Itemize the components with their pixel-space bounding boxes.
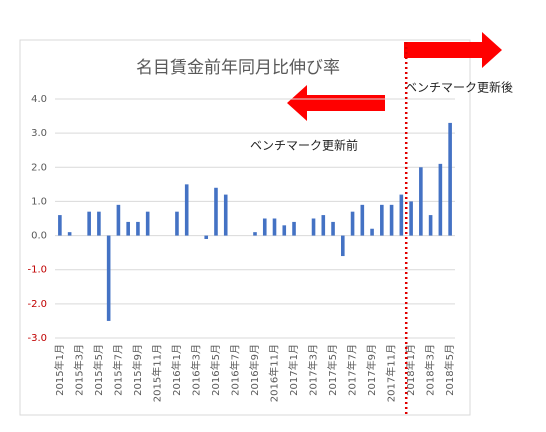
annotation: ベンチマーク更新前 <box>250 138 358 153</box>
bar <box>331 221 335 236</box>
x-tick-label: 2017年3月 <box>307 344 320 396</box>
x-tick-label: 2018年5月 <box>443 344 456 396</box>
bar <box>350 211 355 236</box>
bar <box>97 211 101 236</box>
bar <box>282 225 287 236</box>
y-tick-label: -2.0 <box>27 299 47 310</box>
x-tick-label: 2015年1月 <box>53 344 66 396</box>
y-tick-label: 0.0 <box>31 231 47 242</box>
x-tick-label: 2017年7月 <box>346 344 359 396</box>
bar <box>136 221 140 236</box>
bar <box>272 218 277 236</box>
bar <box>389 204 394 236</box>
x-tick-label: 2016年5月 <box>209 344 222 396</box>
bar <box>214 187 218 236</box>
bar <box>58 215 62 236</box>
bar <box>126 221 130 236</box>
bar <box>448 122 452 236</box>
bar <box>428 215 433 236</box>
x-tick-label: 2017年1月 <box>287 344 300 396</box>
bar <box>399 194 404 236</box>
x-tick-label: 2018年3月 <box>424 344 437 396</box>
bar <box>145 211 150 236</box>
x-tick-label: 2016年9月 <box>248 344 261 396</box>
bar <box>175 211 179 236</box>
bar <box>106 235 111 321</box>
bar <box>341 235 345 257</box>
bar <box>262 218 267 236</box>
y-tick-label: 4.0 <box>31 94 47 105</box>
bar <box>419 167 423 236</box>
y-tick-label: 2.0 <box>31 162 47 173</box>
x-tick-label: 2016年1月 <box>170 344 183 396</box>
x-tick-label: 2016年7月 <box>228 344 241 396</box>
x-tick-label: 2015年11月 <box>150 344 163 402</box>
bar <box>253 232 257 236</box>
bar <box>223 194 228 236</box>
bar <box>321 215 326 236</box>
arrow-left <box>287 85 385 121</box>
x-tick-label: 2016年3月 <box>189 344 202 396</box>
bar <box>370 228 374 236</box>
x-tick-label: 2015年3月 <box>72 344 85 396</box>
chart-frame <box>19 39 471 416</box>
arrow-right <box>404 32 502 68</box>
bar <box>87 211 91 236</box>
y-tick-label: -1.0 <box>27 265 47 276</box>
x-tick-label: 2015年5月 <box>92 344 105 396</box>
x-tick-label: 2016年11月 <box>268 344 281 402</box>
bar <box>292 221 296 236</box>
y-tick-label: 3.0 <box>31 128 47 139</box>
x-tick-label: 2017年5月 <box>326 344 339 396</box>
bar <box>184 184 189 236</box>
bar <box>204 235 209 239</box>
bar <box>360 204 365 236</box>
bar <box>438 163 443 236</box>
bar <box>116 204 121 236</box>
x-tick-label: 2017年11月 <box>385 344 398 402</box>
annotation: ベンチマーク更新後 <box>405 80 513 95</box>
bar <box>311 218 316 236</box>
bar <box>409 201 413 236</box>
x-tick-label: 2015年7月 <box>111 344 124 396</box>
chart-title: 名目賃金前年同月比伸び率 <box>136 58 340 78</box>
bar <box>380 204 384 236</box>
x-tick-label: 2015年9月 <box>131 344 144 396</box>
y-tick-label: 1.0 <box>31 196 47 207</box>
y-tick-label: -3.0 <box>27 333 47 344</box>
bar <box>67 232 72 236</box>
x-tick-label: 2017年9月 <box>365 344 378 396</box>
